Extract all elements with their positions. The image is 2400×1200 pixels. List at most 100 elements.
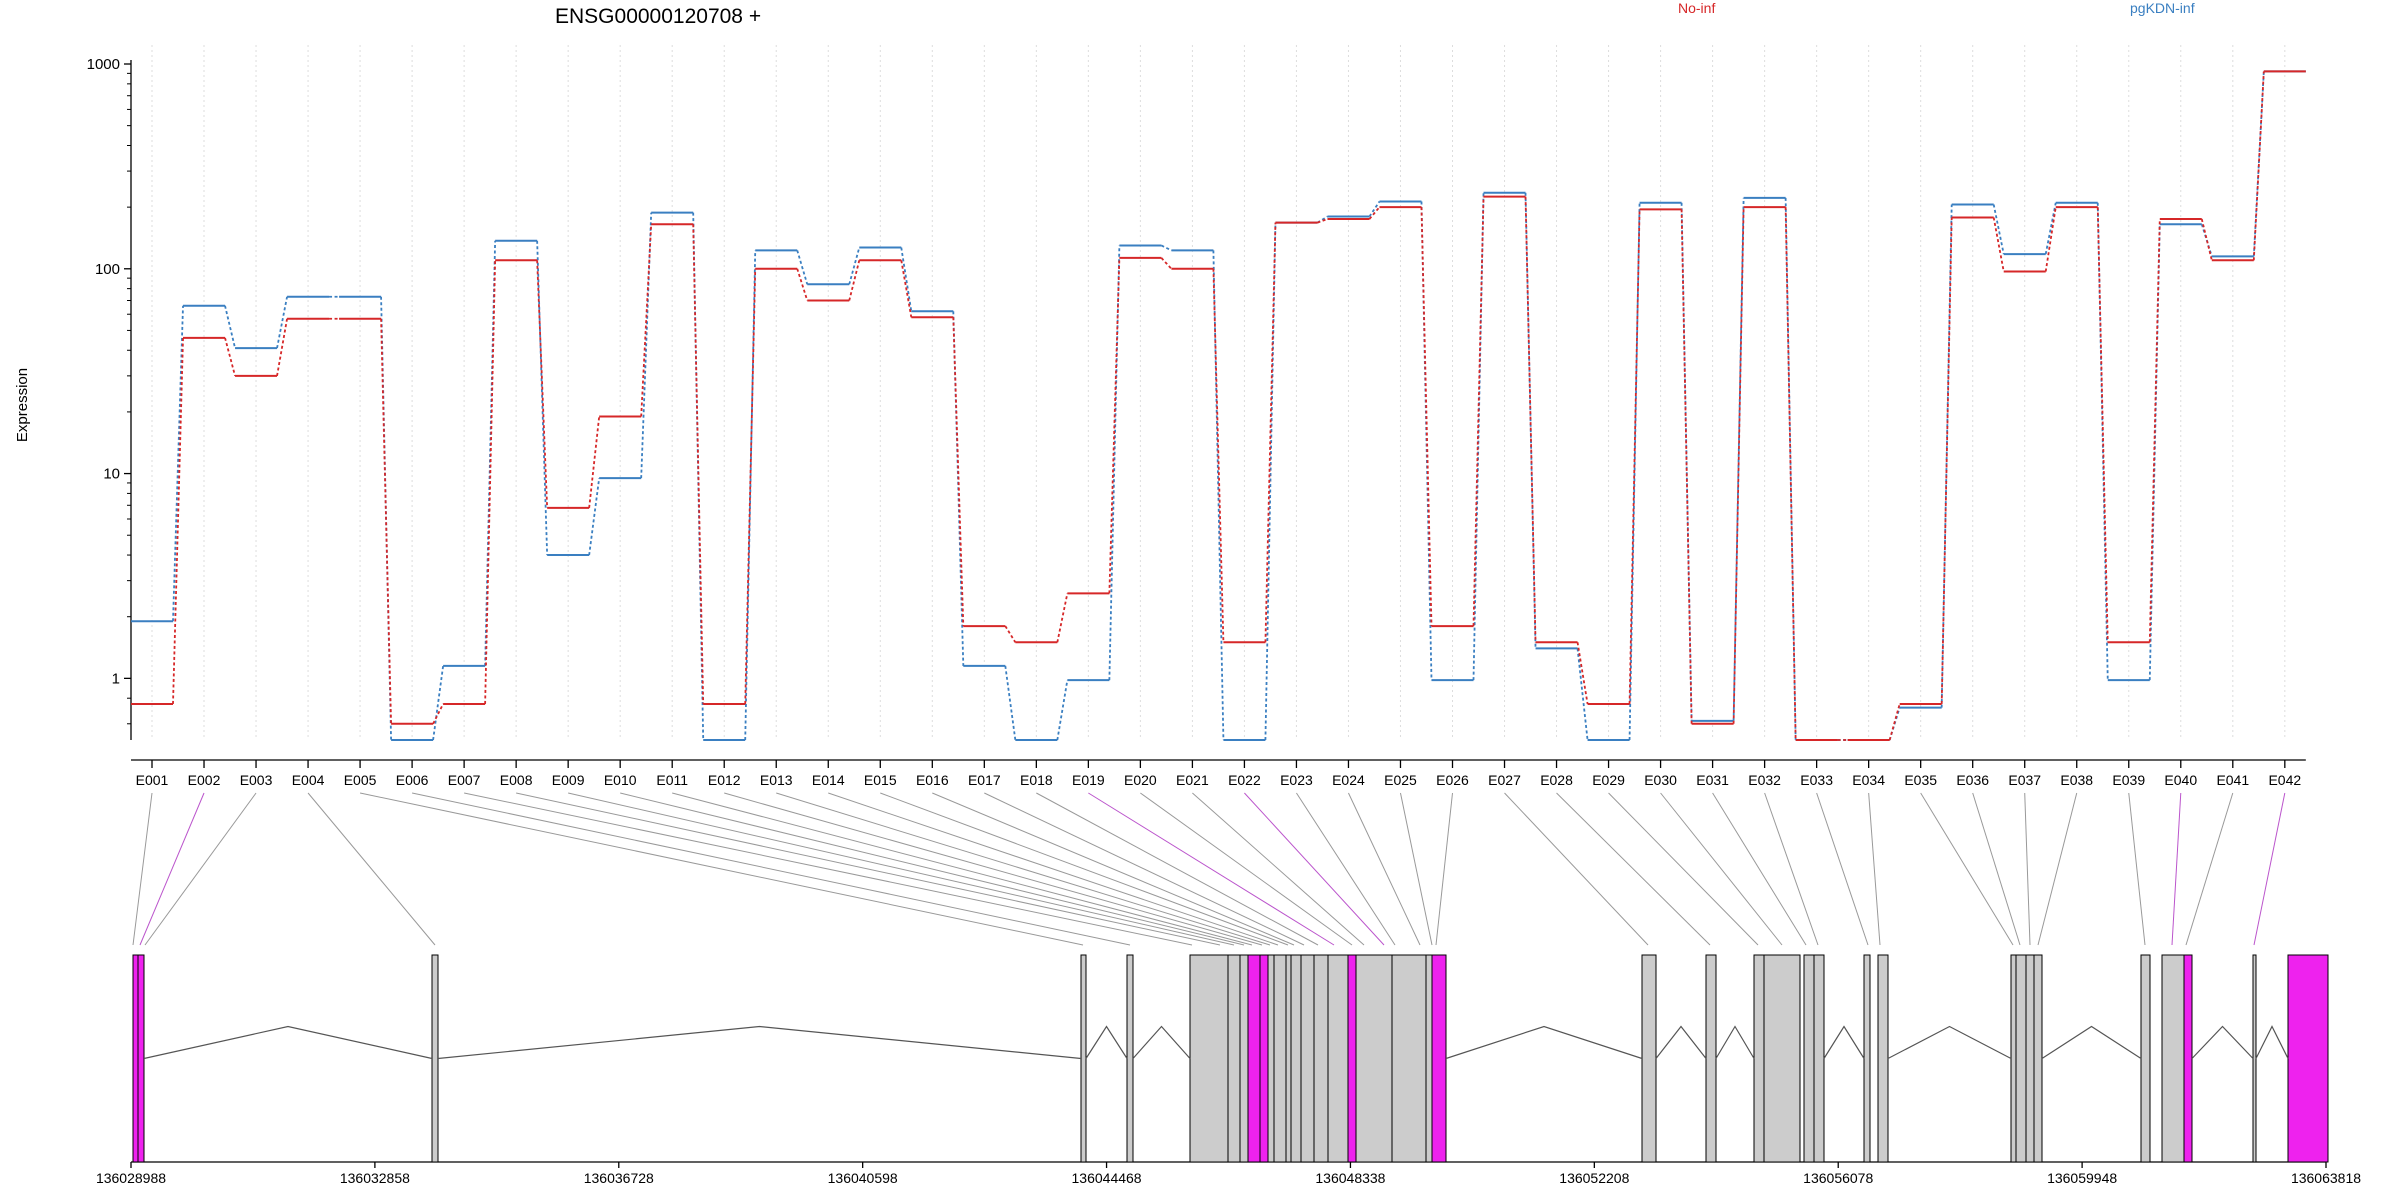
series-connector	[1472, 196, 1485, 627]
exon-connector	[724, 792, 1263, 946]
x-tick-label: E004	[292, 772, 325, 788]
exon-block	[137, 954, 145, 1163]
x-tick-label: E002	[188, 772, 221, 788]
x-tick-label: E010	[604, 772, 637, 788]
series-connector	[380, 318, 392, 724]
series-connector	[848, 247, 861, 285]
chart-title: ENSG00000120708 +	[555, 5, 761, 28]
exon-connector	[1140, 792, 1353, 946]
series-connector	[1056, 593, 1069, 643]
x-tick-label: E011	[656, 772, 688, 788]
series-connector	[1160, 244, 1172, 252]
x-tick-label: E033	[1800, 772, 1833, 788]
exon-block	[1126, 954, 1134, 1163]
y-tick-label: 10	[103, 466, 120, 483]
exon-block	[1705, 954, 1717, 1163]
series-connector	[1732, 197, 1745, 721]
exon-block	[1273, 954, 1287, 1163]
series-connector	[2096, 207, 2109, 643]
exon-connector	[984, 792, 1305, 946]
series-connector	[432, 703, 444, 725]
exon-connector	[1348, 792, 1421, 946]
exon-connector	[516, 792, 1221, 946]
x-tick-label: E014	[812, 772, 845, 788]
exon-block	[2025, 954, 2035, 1163]
series-connector	[1680, 202, 1693, 721]
exon-block	[1189, 954, 1229, 1163]
x-tick-label: E028	[1540, 772, 1573, 788]
series-connector	[900, 260, 913, 318]
series-connector	[2044, 206, 2057, 272]
exon-connector	[1244, 792, 1385, 946]
exon-block	[2161, 954, 2185, 1163]
exon-connector	[1868, 792, 1881, 946]
x-tick-label: E023	[1280, 772, 1313, 788]
genome-tick-label: 136063818	[2291, 1170, 2361, 1186]
exon-connector	[1972, 792, 2021, 946]
x-tick-label: E018	[1020, 772, 1053, 788]
x-tick-label: E015	[864, 772, 897, 788]
exon-block	[1300, 954, 1315, 1163]
series-connector	[796, 268, 809, 301]
x-tick-label: E041	[2216, 772, 2249, 788]
exon-block	[2010, 954, 2017, 1163]
x-tick-label: E038	[2060, 772, 2093, 788]
x-tick-label: E037	[2008, 772, 2041, 788]
exon-connector	[568, 792, 1235, 946]
exon-connector	[1399, 792, 1433, 946]
x-tick-label: E009	[552, 772, 585, 788]
series-connector	[1576, 648, 1589, 741]
series-pgKDN-inf	[131, 70, 2306, 741]
exon-block	[1813, 954, 1825, 1163]
series-connector	[536, 240, 549, 556]
intron-line	[2255, 1025, 2289, 1059]
gene-model	[132, 954, 2329, 1163]
exon-block	[1259, 954, 1269, 1163]
series-connector	[432, 665, 445, 741]
exon-connector	[1036, 792, 1319, 946]
x-tick-label: E031	[1696, 772, 1729, 788]
series-connector	[276, 296, 288, 349]
exon-block	[1803, 954, 1815, 1163]
series-connector	[640, 212, 653, 479]
y-tick-label: 1	[112, 670, 120, 687]
series-connector	[1576, 642, 1589, 705]
exon-connector	[2185, 792, 2234, 946]
x-tick-label: E016	[916, 772, 949, 788]
series-connector	[900, 247, 913, 312]
series-connector	[224, 305, 236, 349]
legend-label-pgkdn-inf: pgKDN-inf	[2130, 0, 2195, 16]
series-connector	[1317, 218, 1328, 224]
exon-connector	[139, 792, 205, 946]
exon-connector	[1556, 792, 1711, 946]
x-tick-label: E006	[396, 772, 429, 788]
genome-tick-label: 136028988	[96, 1170, 166, 1186]
x-tick-label: E025	[1384, 772, 1417, 788]
series-connector	[2148, 218, 2161, 643]
series-connector	[588, 478, 601, 556]
x-tick-label: E012	[708, 772, 741, 788]
series-connector	[1212, 268, 1225, 643]
series-connector	[1680, 209, 1693, 724]
series-No-inf	[131, 70, 2306, 741]
genome-tick-label: 136059948	[2047, 1170, 2117, 1186]
x-tick-label: E029	[1592, 772, 1625, 788]
x-tick-label: E027	[1488, 772, 1521, 788]
intron-line	[1887, 1025, 2012, 1060]
series-connector	[796, 250, 809, 285]
x-tick-label: E017	[968, 772, 1001, 788]
exon-block	[2140, 954, 2151, 1163]
exon-connector	[144, 792, 257, 946]
exon-connector	[2128, 792, 2146, 946]
y-tick-label: 1000	[87, 56, 120, 73]
series-connector	[2200, 218, 2213, 261]
y-tick-label: 100	[95, 261, 120, 278]
series-connector	[1108, 257, 1121, 594]
genome-tick-label: 136048338	[1315, 1170, 1385, 1186]
exon-block	[1313, 954, 1329, 1163]
exon-block	[2015, 954, 2027, 1163]
genome-tick-label: 136036728	[584, 1170, 654, 1186]
exon-connector	[1608, 792, 1759, 946]
x-tick-label: E035	[1904, 772, 1937, 788]
